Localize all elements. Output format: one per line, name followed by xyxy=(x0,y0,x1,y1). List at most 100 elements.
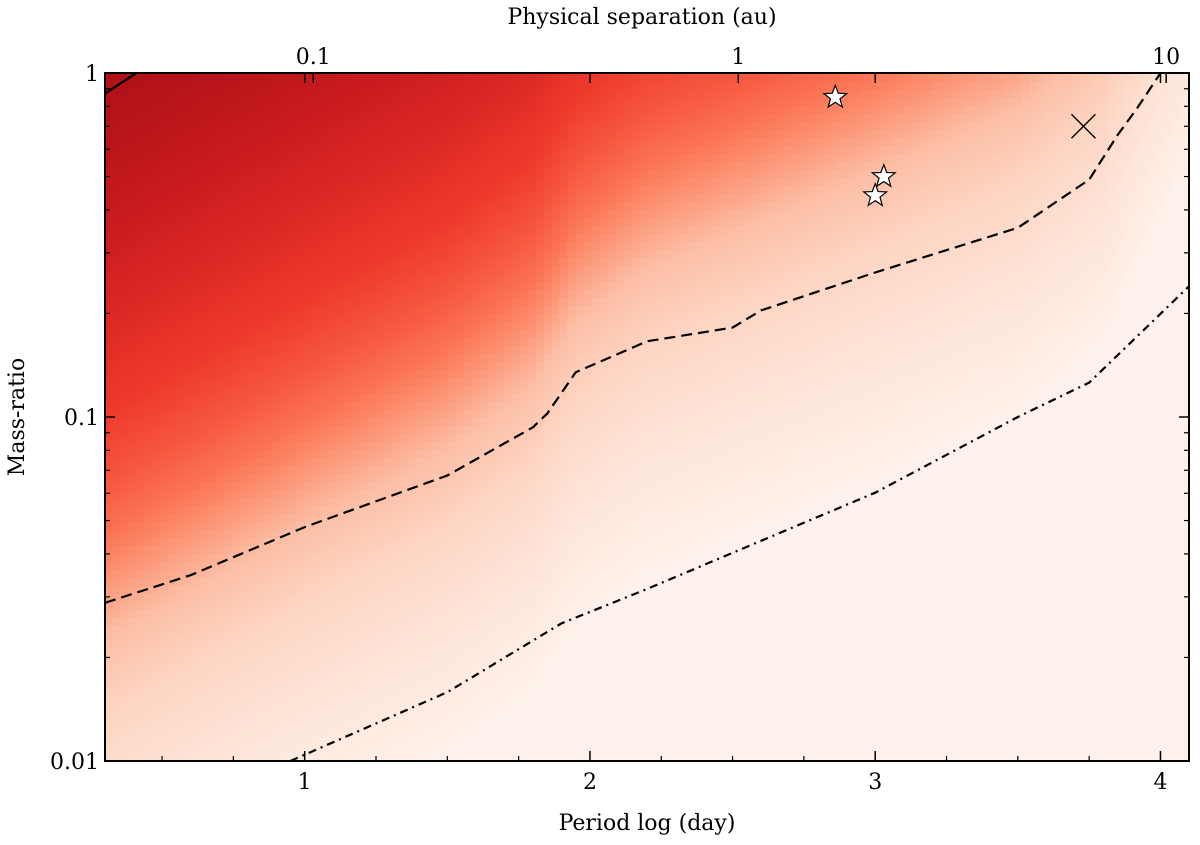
heatmap-cell xyxy=(105,177,114,186)
heatmap-cell xyxy=(288,433,297,442)
heatmap-cell xyxy=(368,721,377,730)
heatmap-cell xyxy=(551,329,561,338)
heatmap-cell xyxy=(304,353,313,362)
heatmap-cell xyxy=(391,553,401,562)
heatmap-cell xyxy=(264,201,274,210)
heatmap-cell xyxy=(208,297,218,306)
heatmap-cell xyxy=(248,529,258,538)
heatmap-cell xyxy=(360,145,369,154)
heatmap-cell xyxy=(320,729,329,738)
heatmap-cell xyxy=(216,153,226,162)
heatmap-cell xyxy=(328,441,337,450)
heatmap-cell xyxy=(192,745,202,754)
heatmap-cell xyxy=(495,201,505,210)
heatmap-cell xyxy=(336,273,345,282)
heatmap-cell xyxy=(105,609,114,618)
heatmap-cell xyxy=(407,553,417,562)
heatmap-cell xyxy=(479,193,489,202)
heatmap-cell xyxy=(344,537,353,546)
heatmap-cell xyxy=(224,489,234,498)
heatmap-cell xyxy=(120,577,130,586)
heatmap-cell xyxy=(232,361,242,370)
heatmap-cell xyxy=(216,569,226,578)
heatmap-cell xyxy=(447,401,457,410)
heatmap-cell xyxy=(136,289,146,298)
heatmap-cell xyxy=(352,233,361,242)
heatmap-cell xyxy=(120,681,130,690)
heatmap-cell xyxy=(168,713,178,722)
heatmap-cell xyxy=(439,361,449,370)
heatmap-cell xyxy=(152,505,162,514)
heatmap-cell xyxy=(391,401,401,410)
heatmap-cell xyxy=(399,273,409,282)
heatmap-cell xyxy=(527,545,537,554)
heatmap-cell xyxy=(391,457,401,466)
heatmap-cell xyxy=(519,329,529,338)
heatmap-cell xyxy=(288,273,297,282)
heatmap-cell xyxy=(216,257,226,266)
heatmap-cell xyxy=(463,505,473,514)
heatmap-cell xyxy=(511,641,521,650)
heatmap-cell xyxy=(376,521,385,530)
heatmap-cell xyxy=(376,721,385,730)
heatmap-cell xyxy=(439,185,449,194)
heatmap-cell xyxy=(184,385,194,394)
heatmap-cell xyxy=(344,225,353,234)
heatmap-cell xyxy=(487,273,497,282)
heatmap-cell xyxy=(120,737,130,746)
heatmap-cell xyxy=(216,433,226,442)
heatmap-cell xyxy=(288,601,297,610)
heatmap-cell xyxy=(439,145,449,154)
heatmap-cell xyxy=(479,81,489,90)
heatmap-cell xyxy=(559,737,568,746)
heatmap-cell xyxy=(376,617,385,626)
heatmap-cell xyxy=(152,201,162,210)
heatmap-cell xyxy=(192,529,202,538)
heatmap-cell xyxy=(511,201,521,210)
heatmap-cell xyxy=(128,73,138,82)
heatmap-cell xyxy=(447,217,457,226)
heatmap-cell xyxy=(463,233,473,242)
heatmap-cell xyxy=(208,689,218,698)
heatmap-cell xyxy=(224,617,234,626)
heatmap-cell xyxy=(264,505,274,514)
heatmap-cell xyxy=(487,633,497,642)
heatmap-cell xyxy=(272,433,282,442)
heatmap-cell xyxy=(216,281,226,290)
heatmap-cell xyxy=(352,353,361,362)
heatmap-cell xyxy=(328,433,337,442)
heatmap-cell xyxy=(463,353,473,362)
heatmap-cell xyxy=(128,281,138,290)
heatmap-cell xyxy=(304,609,313,618)
heatmap-cell xyxy=(312,473,321,482)
heatmap-cell xyxy=(192,241,202,250)
heatmap-cell xyxy=(320,489,329,498)
heatmap-cell xyxy=(128,569,138,578)
heatmap-cell xyxy=(176,633,186,642)
heatmap-cell xyxy=(160,585,170,594)
heatmap-cell xyxy=(312,257,321,266)
heatmap-cell xyxy=(168,97,178,106)
heatmap-cell xyxy=(407,569,417,578)
heatmap-cell xyxy=(328,729,337,738)
heatmap-cell xyxy=(240,361,250,370)
heatmap-cell xyxy=(288,449,297,458)
heatmap-cell xyxy=(168,497,178,506)
heatmap-cell xyxy=(495,689,505,698)
heatmap-cell xyxy=(455,185,465,194)
heatmap-cell xyxy=(543,385,553,394)
heatmap-cell xyxy=(144,681,154,690)
heatmap-cell xyxy=(312,145,321,154)
heatmap-cell xyxy=(120,609,130,618)
heatmap-cell xyxy=(360,377,369,386)
heatmap-cell xyxy=(112,553,122,562)
heatmap-cell xyxy=(407,345,417,354)
heatmap-cell xyxy=(344,513,353,522)
heatmap-cell xyxy=(376,689,385,698)
heatmap-cell xyxy=(360,89,369,98)
heatmap-cell xyxy=(240,593,250,602)
heatmap-cell xyxy=(320,265,329,274)
heatmap-cell xyxy=(208,265,218,274)
heatmap-cell xyxy=(176,313,186,322)
heatmap-cell xyxy=(431,97,441,106)
